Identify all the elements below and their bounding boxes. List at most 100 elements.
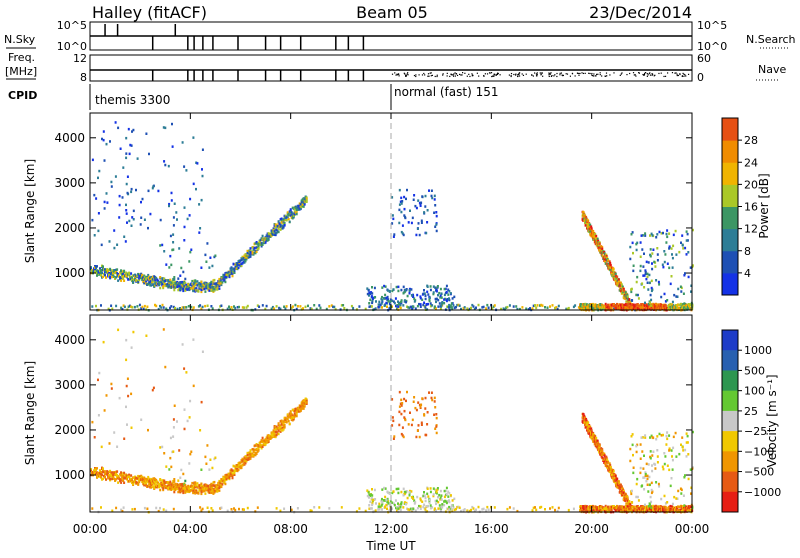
heatmap-cell bbox=[411, 222, 413, 225]
nave-dot bbox=[563, 75, 564, 76]
nave-dot bbox=[643, 75, 644, 76]
heatmap-cell bbox=[393, 435, 395, 438]
heatmap-cell bbox=[426, 303, 428, 306]
heatmap-cell bbox=[400, 289, 402, 292]
nave-dot bbox=[498, 73, 499, 74]
heatmap-cell bbox=[444, 496, 446, 499]
heatmap-cell bbox=[189, 251, 191, 254]
heatmap-cell bbox=[368, 302, 370, 305]
heatmap-cell bbox=[276, 507, 278, 510]
nave-dot bbox=[581, 72, 582, 73]
heatmap-cell bbox=[668, 232, 670, 235]
nave-dot bbox=[518, 73, 519, 74]
heatmap-cell bbox=[414, 300, 416, 303]
heatmap-cell bbox=[540, 506, 542, 509]
heatmap-cell bbox=[184, 408, 186, 411]
heatmap-cell bbox=[509, 506, 511, 509]
heatmap-cell bbox=[306, 401, 308, 404]
heatmap-cell bbox=[397, 488, 399, 491]
heatmap-cell bbox=[284, 222, 286, 225]
heatmap-cell bbox=[229, 274, 231, 277]
heatmap-cell bbox=[378, 503, 380, 506]
nave-dot bbox=[678, 75, 679, 76]
heatmap-cell bbox=[640, 256, 642, 259]
heatmap-cell bbox=[158, 486, 160, 489]
heatmap-cell bbox=[100, 304, 102, 307]
heatmap-cell bbox=[374, 489, 376, 492]
heatmap-cell bbox=[123, 236, 125, 239]
heatmap-cell bbox=[690, 266, 692, 269]
heatmap-cell bbox=[387, 491, 389, 494]
heatmap-cell bbox=[441, 296, 443, 299]
heatmap-cell bbox=[646, 261, 648, 264]
heatmap-cell bbox=[434, 397, 436, 400]
heatmap-cell bbox=[104, 159, 106, 162]
heatmap-cell bbox=[220, 305, 222, 308]
nave-dot bbox=[595, 75, 596, 76]
heatmap-cell bbox=[173, 216, 175, 219]
nave-dot bbox=[675, 72, 676, 73]
heatmap-cell bbox=[119, 478, 121, 481]
heatmap-cell bbox=[313, 304, 315, 307]
heatmap-cell bbox=[448, 297, 450, 300]
heatmap-cell bbox=[642, 274, 644, 277]
nave-dot bbox=[634, 74, 635, 75]
nave-dot bbox=[620, 75, 621, 76]
heatmap-cell bbox=[403, 286, 405, 289]
heatmap-cell bbox=[394, 504, 396, 507]
heatmap-cell bbox=[115, 276, 117, 279]
heatmap-cell bbox=[275, 226, 277, 229]
heatmap-cell bbox=[161, 244, 163, 247]
heatmap-cell bbox=[233, 465, 235, 468]
heatmap-cell bbox=[682, 244, 684, 247]
heatmap-cell bbox=[441, 498, 443, 501]
heatmap-cell bbox=[675, 230, 677, 233]
heatmap-cell bbox=[483, 508, 485, 511]
heatmap-cell bbox=[163, 328, 165, 331]
heatmap-cell bbox=[431, 397, 433, 400]
velocity-panel-bg bbox=[90, 315, 692, 512]
nave-dot bbox=[570, 76, 571, 77]
heatmap-cell bbox=[144, 219, 146, 222]
heatmap-cell bbox=[193, 385, 195, 388]
heatmap-cell bbox=[435, 223, 437, 226]
nave-dot bbox=[406, 75, 407, 76]
heatmap-cell bbox=[640, 265, 642, 268]
heatmap-cell bbox=[97, 177, 99, 180]
heatmap-cell bbox=[258, 306, 260, 309]
heatmap-cell bbox=[184, 206, 186, 209]
heatmap-cell bbox=[173, 480, 175, 483]
heatmap-cell bbox=[513, 507, 515, 510]
heatmap-cell bbox=[438, 494, 440, 497]
heatmap-cell bbox=[401, 404, 403, 407]
heatmap-cell bbox=[451, 302, 453, 305]
nave-dot bbox=[469, 76, 470, 77]
heatmap-cell bbox=[664, 293, 666, 296]
nave-dot bbox=[394, 72, 395, 73]
heatmap-cell bbox=[641, 248, 643, 251]
heatmap-cell bbox=[651, 280, 653, 283]
heatmap-cell bbox=[173, 478, 175, 481]
heatmap-cell bbox=[234, 307, 236, 310]
nave-dot bbox=[685, 75, 686, 76]
nave-dot bbox=[453, 73, 454, 74]
heatmap-cell bbox=[459, 507, 461, 510]
heatmap-cell bbox=[662, 266, 664, 269]
heatmap-cell bbox=[384, 496, 386, 499]
heatmap-cell bbox=[414, 205, 416, 208]
nave-label: Nave bbox=[758, 63, 786, 76]
heatmap-cell bbox=[173, 418, 175, 421]
heatmap-cell bbox=[436, 298, 438, 301]
heatmap-cell bbox=[616, 276, 618, 279]
heatmap-cell bbox=[229, 476, 231, 479]
heatmap-cell bbox=[204, 492, 206, 495]
heatmap-cell bbox=[473, 507, 475, 510]
heatmap-cell bbox=[190, 287, 192, 290]
heatmap-cell bbox=[102, 265, 104, 268]
heatmap-cell bbox=[446, 300, 448, 303]
heatmap-cell bbox=[413, 401, 415, 404]
heatmap-cell bbox=[658, 283, 660, 286]
nave-dot bbox=[442, 74, 443, 75]
heatmap-cell bbox=[208, 468, 210, 471]
heatmap-cell bbox=[429, 300, 431, 303]
